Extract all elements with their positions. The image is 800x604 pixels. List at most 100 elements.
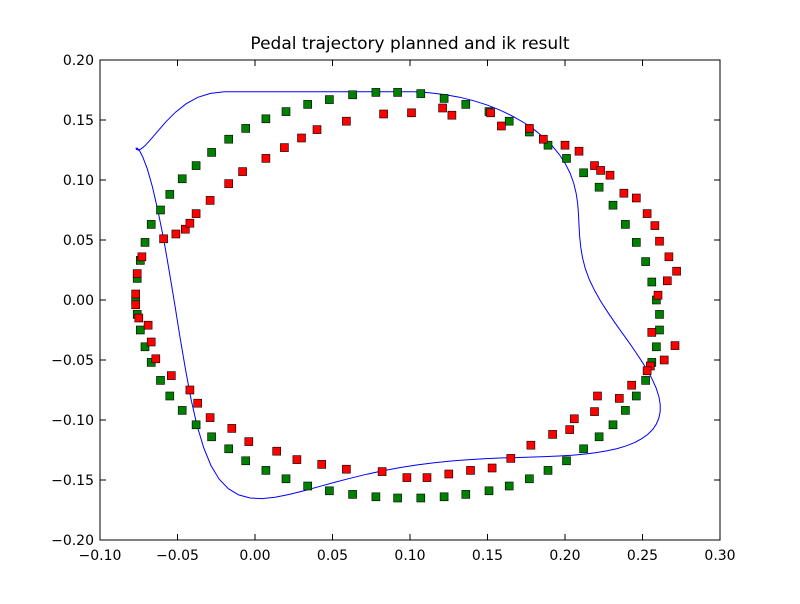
series-2-point-39 xyxy=(402,473,412,482)
series-2-point-61 xyxy=(181,224,190,234)
series-1-point-38 xyxy=(325,486,334,496)
series-2-point-27 xyxy=(614,394,624,403)
series-2-point-21 xyxy=(647,328,657,337)
series-1-point-25 xyxy=(594,432,604,442)
series-2-point-64 xyxy=(205,196,215,205)
series-1-point-45 xyxy=(191,420,201,430)
series-2-point-56 xyxy=(131,289,140,299)
series-1-point-69 xyxy=(348,90,357,100)
series-1-point-70 xyxy=(371,88,381,97)
series-2-point-8 xyxy=(574,146,584,156)
plot-frame xyxy=(99,59,721,541)
series-1-point-58 xyxy=(156,205,165,215)
series-2-point-11 xyxy=(605,170,615,180)
series-1-point-21 xyxy=(641,376,650,385)
series-1-point-17 xyxy=(655,310,664,319)
series-2-point-28 xyxy=(593,391,602,401)
series-1-point-56 xyxy=(140,238,150,247)
series-2-point-33 xyxy=(526,440,536,450)
series-1-point-3 xyxy=(461,100,471,109)
chart-title: Pedal trajectory planned and ik result xyxy=(250,34,570,54)
series-2-point-20 xyxy=(653,290,663,300)
series-2-point-36 xyxy=(466,466,475,475)
series-1-point-2 xyxy=(439,94,449,103)
y-tick-label: −0.20 xyxy=(51,533,94,549)
series-1-point-14 xyxy=(641,257,650,266)
series-1-point-44 xyxy=(207,432,216,442)
series-2-point-67 xyxy=(261,154,271,163)
series-2-point-40 xyxy=(377,467,387,476)
series-1-point-68 xyxy=(325,95,334,104)
series-1-point-46 xyxy=(177,406,187,415)
series-2-point-55 xyxy=(131,300,140,310)
series-1-point-26 xyxy=(579,444,588,454)
series-1-point-61 xyxy=(191,161,201,170)
series-1-point-19 xyxy=(652,342,661,352)
x-tick-label: −0.05 xyxy=(156,548,199,564)
series-1-point-13 xyxy=(631,238,641,247)
series-1-point-1 xyxy=(416,89,426,98)
y-tick-label: 0.10 xyxy=(63,173,94,189)
series-2-point-7 xyxy=(560,140,570,150)
series-1-point-66 xyxy=(281,107,291,116)
y-tick-label: −0.05 xyxy=(51,353,94,369)
series-1-point-8 xyxy=(562,154,571,163)
series-1-point-5 xyxy=(504,116,514,126)
series-2-point-17 xyxy=(664,252,674,262)
x-tick-label: 0.15 xyxy=(472,548,503,564)
series-2-point-0 xyxy=(407,108,416,118)
series-2-point-31 xyxy=(565,425,575,434)
x-tick-label: 0.25 xyxy=(627,548,658,564)
series-1-point-35 xyxy=(393,493,402,503)
series-2-point-35 xyxy=(487,463,497,473)
series-layer xyxy=(131,88,681,503)
series-2-point-63 xyxy=(191,209,201,218)
series-2-point-41 xyxy=(342,464,351,474)
series-1-point-37 xyxy=(348,490,357,499)
series-1-point-63 xyxy=(224,134,233,144)
series-2-point-9 xyxy=(590,161,599,170)
series-2-point-70 xyxy=(312,125,322,134)
series-2-point-4 xyxy=(497,121,506,131)
series-2-point-18 xyxy=(672,266,681,276)
series-1-point-62 xyxy=(207,148,216,157)
series-1-point-64 xyxy=(241,124,250,133)
series-2-point-65 xyxy=(224,179,233,188)
series-2-point-50 xyxy=(167,371,176,380)
series-2-point-62 xyxy=(185,218,195,228)
y-tick-label: 0.05 xyxy=(63,233,94,249)
series-2-point-25 xyxy=(642,366,652,376)
x-tick-label: −0.10 xyxy=(79,548,122,564)
series-2-point-48 xyxy=(193,398,202,408)
series-1-point-31 xyxy=(484,486,494,496)
series-2-point-49 xyxy=(185,385,195,395)
series-1-point-57 xyxy=(146,220,156,229)
series-1-point-33 xyxy=(439,492,449,502)
series-1-point-10 xyxy=(594,182,604,192)
series-1-point-41 xyxy=(261,466,271,475)
series-1-point-29 xyxy=(525,474,534,484)
series-2-point-26 xyxy=(627,380,636,390)
x-tick-label: 0.10 xyxy=(394,548,425,564)
series-1-point-67 xyxy=(303,100,313,109)
series-2-point-68 xyxy=(280,143,289,152)
series-2-point-66 xyxy=(238,167,247,176)
series-2-point-13 xyxy=(631,193,641,203)
series-1-point-0 xyxy=(393,88,402,97)
series-2-point-32 xyxy=(548,430,557,439)
series-2-point-47 xyxy=(205,413,215,422)
series-2-point-22 xyxy=(670,341,680,350)
series-2-point-16 xyxy=(655,236,664,246)
series-1-point-50 xyxy=(140,342,150,352)
series-2-point-51 xyxy=(151,354,161,364)
y-tick-label: −0.10 xyxy=(51,413,94,429)
series-2-point-42 xyxy=(317,460,327,469)
series-1-point-48 xyxy=(156,376,165,385)
series-1-point-30 xyxy=(504,481,514,491)
y-tick-label: 0.15 xyxy=(63,113,94,129)
series-1-point-65 xyxy=(261,114,271,124)
series-2-point-43 xyxy=(292,455,302,464)
series-1-point-27 xyxy=(562,456,571,466)
series-1-point-15 xyxy=(647,277,657,287)
series-2-point-34 xyxy=(506,454,516,463)
